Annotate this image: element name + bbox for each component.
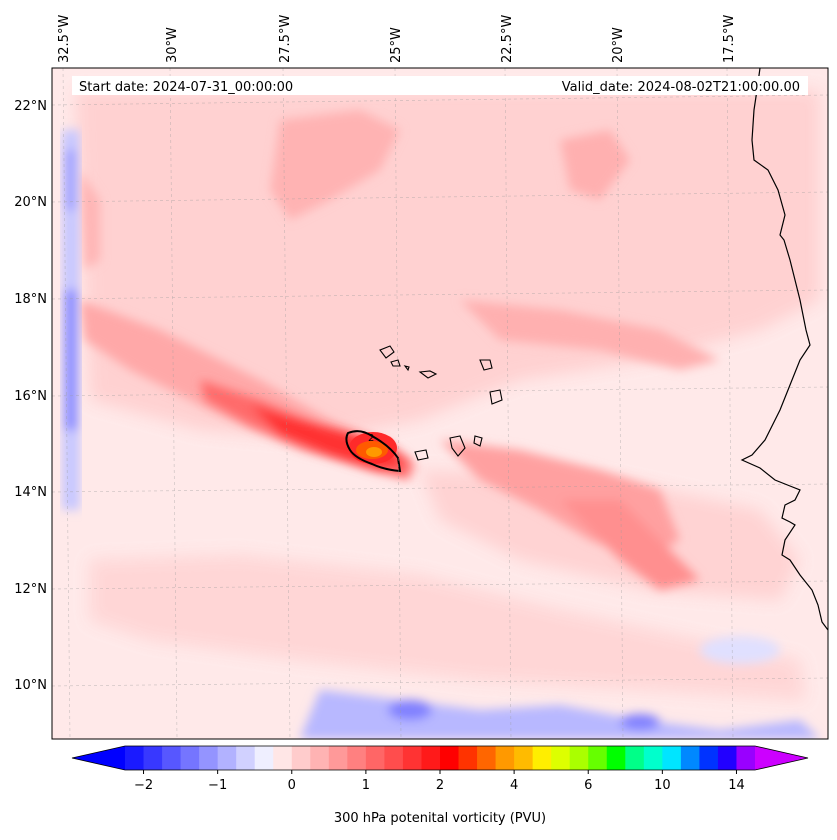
lon-label: 32.5°W <box>57 15 72 63</box>
colorbar-extend-low <box>72 746 125 770</box>
colorbar-swatch <box>699 746 719 770</box>
lon-label: 22.5°W <box>500 15 515 63</box>
map-area: 2 <box>52 68 828 739</box>
latitude-labels: 22°N 20°N 18°N 16°N 14°N 12°N 10°N <box>14 99 47 693</box>
lat-label: 16°N <box>14 389 47 404</box>
valid-date-label: Valid_date: 2024-08-02T21:00:00.00 <box>562 80 800 95</box>
colorbar-swatch <box>662 746 682 770</box>
colorbar-swatch <box>495 746 515 770</box>
colorbar-swatch <box>236 746 256 770</box>
lon-label: 20°W <box>611 27 626 63</box>
colorbar-swatch <box>291 746 311 770</box>
colorbar-swatch <box>347 746 367 770</box>
colorbar-swatch <box>736 746 756 770</box>
colorbar-tick-label: 2 <box>436 778 444 793</box>
colorbar-swatch <box>625 746 645 770</box>
colorbar-label: 300 hPa potenital vorticity (PVU) <box>334 811 546 826</box>
colorbar-swatch <box>551 746 571 770</box>
colorbar-swatch <box>143 746 163 770</box>
lat-label: 20°N <box>14 195 47 210</box>
contour-label: 2 <box>368 433 374 444</box>
colorbar-tick-label: 6 <box>584 778 592 793</box>
colorbar-tick-label: 0 <box>288 778 296 793</box>
colorbar-swatch <box>717 746 737 770</box>
colorbar-tick-label: 4 <box>510 778 518 793</box>
colorbar-swatch <box>217 746 237 770</box>
colorbar-swatch <box>458 746 478 770</box>
colorbar-swatch <box>421 746 441 770</box>
colorbar-swatch <box>273 746 293 770</box>
colorbar-tick-label: 1 <box>362 778 370 793</box>
colorbar-swatch <box>606 746 626 770</box>
date-banner <box>72 76 808 95</box>
pv-2-contour <box>345 430 402 473</box>
colorbar-swatch <box>440 746 460 770</box>
colorbar-ticks: −2 −1 0 1 2 4 6 10 14 <box>134 770 745 793</box>
colorbar-extend-high <box>755 746 808 770</box>
colorbar-swatch <box>310 746 330 770</box>
lat-label: 18°N <box>14 292 47 307</box>
colorbar <box>71 745 809 771</box>
colorbar-swatch <box>588 746 608 770</box>
colorbar-swatch <box>643 746 663 770</box>
lat-label: 22°N <box>14 99 47 114</box>
colorbar-swatch <box>532 746 552 770</box>
cape-verde-islands <box>379 345 503 461</box>
africa-coastline <box>740 68 828 631</box>
start-date-label: Start date: 2024-07-31_00:00:00 <box>79 80 293 95</box>
longitude-labels: 32.5°W 30°W 27.5°W 25°W 22.5°W 20°W 17.5… <box>57 15 737 63</box>
colorbar-swatch <box>162 746 182 770</box>
colorbar-swatch <box>365 746 385 770</box>
lon-label: 27.5°W <box>278 15 293 63</box>
colorbar-swatch <box>680 746 700 770</box>
colorbar-swatch <box>384 746 404 770</box>
colorbar-tick-label: 14 <box>728 778 745 793</box>
colorbar-swatch <box>180 746 200 770</box>
colorbar-swatch <box>199 746 219 770</box>
colorbar-swatch <box>514 746 534 770</box>
colorbar-swatch <box>402 746 422 770</box>
gridlines <box>52 68 828 739</box>
colorbar-swatch <box>569 746 589 770</box>
lon-label: 17.5°W <box>722 15 737 63</box>
colorbar-tick-label: −2 <box>134 778 153 793</box>
colorbar-tick-label: 10 <box>654 778 671 793</box>
colorbar-swatch <box>125 746 145 770</box>
lon-label: 25°W <box>389 27 404 63</box>
lat-label: 12°N <box>14 582 47 597</box>
colorbar-swatch <box>328 746 348 770</box>
colorbar-swatch <box>477 746 497 770</box>
map-frame <box>51 67 829 740</box>
colorbar-swatch <box>254 746 274 770</box>
lat-label: 10°N <box>14 678 47 693</box>
lat-label: 14°N <box>14 485 47 500</box>
lon-label: 30°W <box>165 27 180 63</box>
colorbar-outline <box>71 745 809 771</box>
colorbar-tick-label: −1 <box>208 778 227 793</box>
